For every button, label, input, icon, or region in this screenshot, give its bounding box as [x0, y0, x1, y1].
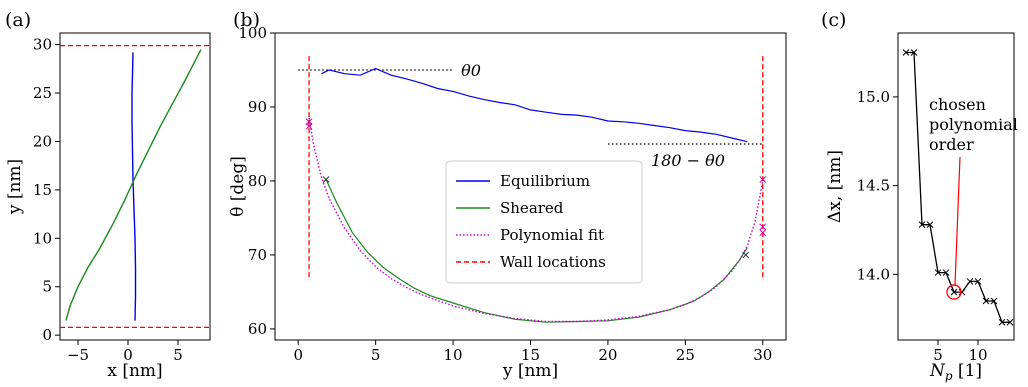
data-point	[1006, 318, 1014, 326]
y-tick-label: 60	[248, 320, 267, 338]
x-tick-label: 5	[371, 346, 381, 364]
panel-a: (a) −5 0 5 0 5 10 15 20 25 30 x [nm] y [nm]	[5, 9, 211, 381]
y-tick-label: 25	[33, 84, 52, 102]
fit-marker	[759, 223, 767, 231]
highlight-circle	[946, 284, 962, 300]
data-point	[982, 297, 990, 305]
fit-marker	[759, 176, 767, 183]
plot-frame	[59, 32, 211, 341]
y-tick-label: 15.0	[857, 88, 890, 106]
data-point	[926, 221, 934, 229]
y-axis-label: θ [deg]	[228, 156, 248, 217]
y-tick-label: 20	[33, 132, 52, 150]
theta0-label: θ0	[461, 61, 481, 80]
x-tick-label: 20	[598, 346, 617, 364]
fit-marker	[759, 229, 767, 237]
x-tick-label: 5	[933, 346, 943, 364]
legend: Equilibrium Sheared Polynomial fit Wall loc…	[445, 160, 643, 284]
series-green	[65, 49, 202, 321]
data-point	[934, 269, 942, 276]
x-axis-label: y [nm]	[502, 361, 558, 381]
data-point	[942, 269, 950, 276]
x-tick-label: 15	[521, 346, 540, 364]
y-tick-label: 5	[42, 278, 52, 296]
x-axis-label: Np [1]	[929, 361, 982, 383]
sheared-endpoint-marker	[322, 176, 330, 183]
y-tick-label: 90	[248, 98, 267, 116]
y-tick-label: 0	[42, 326, 52, 344]
x-tick-label: 25	[676, 346, 695, 364]
panel-b: (b) 0 5 10 15 20 25 30 60 70 80 90 100 y [nm] θ [deg] θ…	[228, 9, 787, 381]
series-blue	[131, 52, 137, 321]
y-tick-label: 10	[33, 229, 52, 247]
y-axis-label: Δx, [nm]	[825, 150, 845, 223]
panel-label: (a)	[5, 9, 31, 31]
panel-c: (c) 5 10 14.0 14.5 15.0 Np [1] Δx, [nm] chosenpo…	[821, 9, 1018, 383]
y-tick-label: 15	[33, 181, 52, 199]
theta-complement-label: 180 − θ0	[651, 151, 725, 170]
fit-marker	[305, 122, 313, 130]
series-equilibrium	[321, 67, 748, 143]
plot-frame	[897, 32, 1015, 341]
y-tick-label: 100	[238, 24, 267, 42]
panel-label: (c)	[821, 9, 846, 31]
annotation-text: polynomial	[929, 115, 1018, 134]
data-point	[950, 288, 958, 296]
legend-entry: Equilibrium	[500, 172, 590, 190]
data-point	[958, 288, 966, 296]
x-tick-label: −5	[67, 346, 89, 364]
annotation-arrow	[954, 156, 961, 286]
data-point	[998, 318, 1006, 326]
data-point	[910, 49, 918, 56]
y-tick-label: 30	[33, 36, 52, 54]
x-tick-label: 0	[123, 346, 133, 364]
series-polynomial-fit	[308, 117, 764, 323]
panel-label: (b)	[233, 9, 260, 31]
data-point	[966, 278, 974, 285]
x-tick-label: 10	[968, 346, 987, 364]
sheared-endpoint-marker	[742, 251, 750, 259]
legend-box	[445, 160, 643, 284]
y-axis-label: y [nm]	[5, 159, 25, 215]
x-tick-label: 0	[293, 346, 303, 364]
y-tick-label: 14.5	[857, 177, 890, 195]
data-point	[990, 297, 998, 305]
x-tick-label: 30	[753, 346, 772, 364]
y-tick-label: 70	[248, 246, 267, 264]
series-sheared	[325, 179, 748, 323]
x-tick-label: 10	[444, 346, 463, 364]
annotation-text: order	[929, 135, 974, 154]
data-point	[902, 49, 910, 56]
x-axis-label: x [nm]	[107, 361, 162, 381]
x-tick-label: 5	[173, 346, 183, 364]
legend-entry: Wall locations	[500, 253, 606, 271]
legend-entry: Sheared	[500, 199, 564, 217]
annotation-text: chosen	[929, 95, 986, 114]
data-point	[918, 221, 926, 229]
y-tick-label: 80	[248, 172, 267, 190]
data-point	[974, 278, 982, 285]
legend-entry: Polynomial fit	[500, 226, 604, 244]
series-line	[906, 51, 1010, 323]
y-tick-label: 14.0	[857, 265, 890, 283]
